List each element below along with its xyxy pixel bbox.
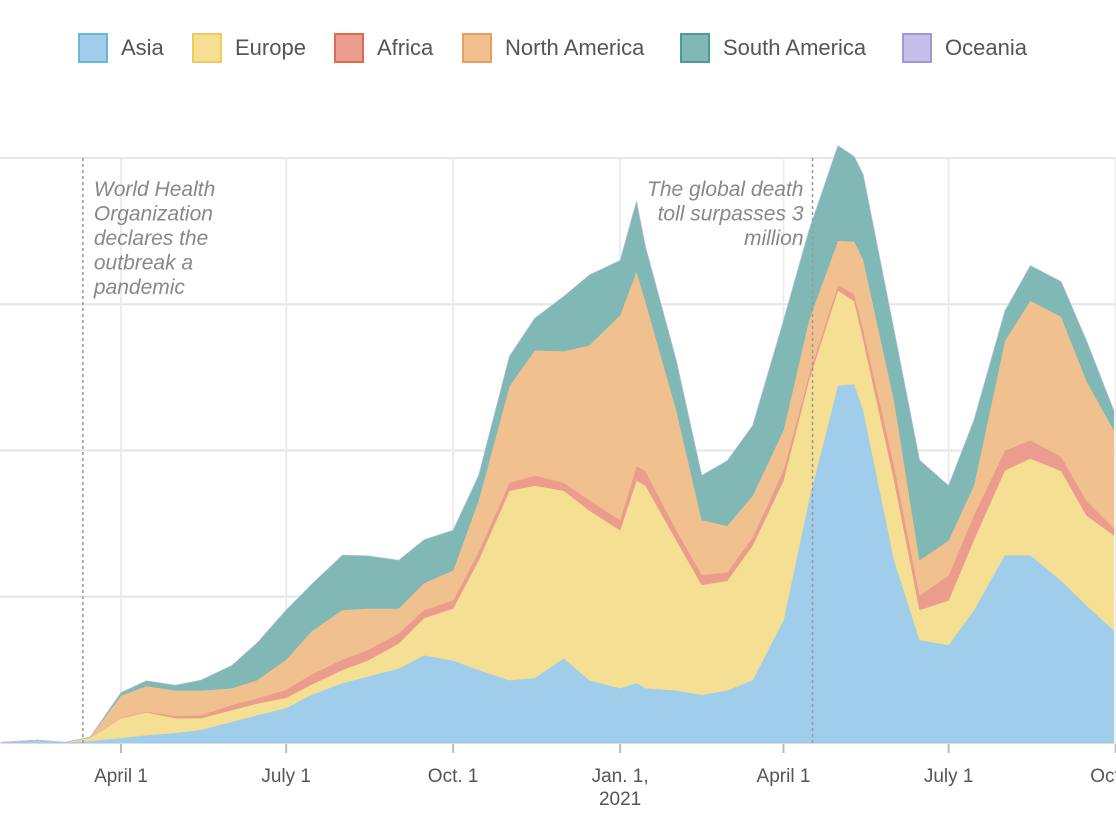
legend-label-europe: Europe [235, 35, 306, 60]
legend-label-asia: Asia [121, 35, 164, 60]
legend-swatch-africa [334, 33, 364, 63]
legend-label-south-america: South America [723, 35, 867, 60]
x-tick-label: July 1 [924, 766, 974, 787]
area-layers [0, 145, 1115, 744]
legend-label-oceania: Oceania [945, 35, 1027, 60]
annotation-text: toll surpasses 3 [658, 203, 804, 226]
legend-swatch-south-america [680, 33, 710, 63]
annotation-text: million [744, 227, 804, 250]
annotation-text: outbreak a [94, 252, 193, 275]
legend-swatch-north-america [462, 33, 492, 63]
legend-item-south-america: South America [680, 31, 866, 65]
x-tick-label: July 1 [261, 766, 311, 787]
x-tick-label: April 1 [94, 766, 148, 787]
x-tick-label: April 1 [757, 766, 811, 787]
legend-item-asia: Asia [78, 31, 164, 65]
legend-swatch-oceania [902, 33, 932, 63]
legend-label-africa: Africa [377, 35, 434, 60]
x-tick-label: Oct. 1 [1090, 766, 1116, 787]
annotation-text: Organization [94, 203, 213, 226]
legend-item-africa: Africa [334, 31, 433, 65]
x-tick-label: Jan. 1, [592, 766, 649, 787]
legend-swatch-asia [78, 33, 108, 63]
legend-swatch-europe [192, 33, 222, 63]
legend-item-oceania: Oceania [902, 31, 1027, 65]
legend-item-europe: Europe [192, 31, 306, 65]
legend: Asia Europe Africa North America South A… [0, 31, 1116, 67]
legend-label-north-america: North America [505, 35, 645, 60]
annotation-text: declares the [94, 227, 208, 250]
annotation-text: World Health [94, 178, 215, 201]
area-oceania [0, 145, 1115, 743]
annotation-text: The global death [647, 178, 803, 201]
annotation-text: pandemic [93, 276, 186, 299]
x-tick-sublabel: 2021 [599, 789, 641, 810]
x-tick-label: Oct. 1 [428, 766, 479, 787]
x-axis: April 1 July 1 Oct. 1 Jan. 1,2021 April 1 Jul… [94, 744, 1116, 810]
legend-item-north-america: North America [462, 31, 644, 65]
